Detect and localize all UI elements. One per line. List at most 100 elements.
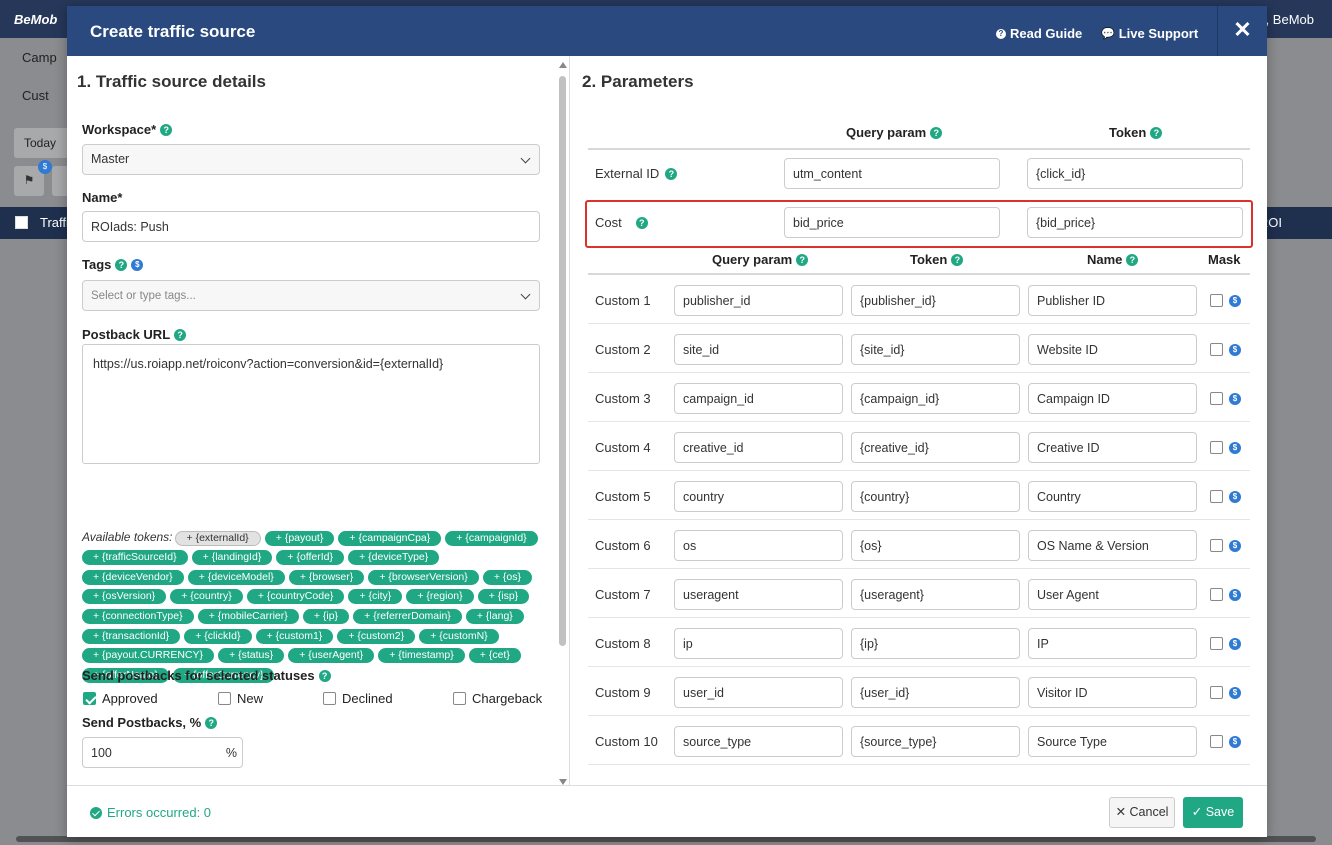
token-chip[interactable]: + {campaignId} (445, 530, 538, 546)
token-chip[interactable]: + {custom2} (337, 628, 416, 644)
user-greeting[interactable]: Hi, BeMob (1253, 12, 1314, 27)
custom-query-input[interactable]: country (674, 481, 843, 512)
token-chip[interactable]: + {osVersion} (82, 589, 167, 605)
status-declined-checkbox[interactable]: Declined (323, 691, 393, 706)
help-icon[interactable]: ? (1150, 126, 1163, 139)
custom-name-input[interactable]: Campaign ID (1028, 383, 1197, 414)
tags-select[interactable]: Select or type tags... (82, 280, 540, 311)
help-icon[interactable]: ? (160, 123, 173, 136)
token-chip[interactable]: + {landingId} (191, 550, 273, 566)
custom-name-input[interactable]: Website ID (1028, 334, 1197, 365)
custom-query-input[interactable]: creative_id (674, 432, 843, 463)
custom-name-input[interactable]: OS Name & Version (1028, 530, 1197, 561)
mask-checkbox[interactable] (1210, 294, 1223, 307)
external-id-query-input[interactable]: utm_content (784, 158, 1000, 189)
help-icon[interactable]: ? (1126, 253, 1139, 266)
token-chip[interactable]: + {deviceVendor} (82, 569, 184, 585)
scroll-down-icon[interactable] (559, 779, 567, 785)
custom-query-input[interactable]: os (674, 530, 843, 561)
token-chip[interactable]: + {offerId} (276, 550, 345, 566)
token-chip[interactable]: + {payout} (264, 530, 335, 546)
send-pct-input[interactable]: 100% (82, 737, 243, 768)
custom-name-input[interactable]: Country (1028, 481, 1197, 512)
dollar-icon[interactable]: $ (1229, 539, 1241, 552)
custom-token-input[interactable]: {source_type} (851, 726, 1020, 757)
token-chip[interactable]: + {countryCode} (246, 589, 345, 605)
dollar-icon[interactable]: $ (1229, 441, 1241, 454)
custom-name-input[interactable]: User Agent (1028, 579, 1197, 610)
token-chip[interactable]: + {cet} (468, 648, 521, 664)
mask-checkbox[interactable] (1210, 441, 1223, 454)
custom-query-input[interactable]: site_id (674, 334, 843, 365)
close-icon[interactable]: ✕ (1217, 6, 1267, 56)
custom-query-input[interactable]: ip (674, 628, 843, 659)
dollar-icon[interactable]: $ (1229, 637, 1241, 650)
horizontal-scrollbar[interactable] (16, 836, 1316, 842)
token-chip[interactable]: + {browser} (288, 569, 365, 585)
dollar-icon[interactable]: $ (1229, 686, 1241, 699)
custom-token-input[interactable]: {publisher_id} (851, 285, 1020, 316)
status-chargeback-checkbox[interactable]: Chargeback (453, 691, 542, 706)
token-chip[interactable]: + {status} (218, 648, 285, 664)
token-chip[interactable]: + {offerName} (82, 667, 169, 683)
name-input[interactable]: ROIads: Push (82, 211, 540, 242)
help-icon[interactable]: ? (174, 328, 187, 341)
token-chip[interactable]: + {mobileCarrier} (197, 608, 299, 624)
token-chip[interactable]: + {campaignCpa} (338, 530, 442, 546)
cost-token-input[interactable]: {bid_price} (1027, 207, 1243, 238)
postback-url-textarea[interactable]: https://us.roiapp.net/roiconv?action=con… (82, 344, 540, 464)
token-chip[interactable]: + {offerCurrency} (172, 667, 275, 683)
mask-checkbox[interactable] (1210, 490, 1223, 503)
custom-token-input[interactable]: {campaign_id} (851, 383, 1020, 414)
select-all-checkbox[interactable] (15, 216, 28, 229)
mask-checkbox[interactable] (1210, 686, 1223, 699)
custom-token-input[interactable]: {site_id} (851, 334, 1020, 365)
token-chip[interactable]: + {city} (348, 589, 403, 605)
help-icon[interactable]: ? (796, 253, 809, 266)
help-icon[interactable]: ? (318, 669, 331, 682)
custom-query-input[interactable]: source_type (674, 726, 843, 757)
help-icon[interactable]: ? (951, 253, 964, 266)
token-chip[interactable]: + {region} (406, 589, 474, 605)
token-chip[interactable]: + {trafficSourceId} (82, 550, 188, 566)
dollar-icon[interactable]: $ (1229, 392, 1241, 405)
mask-checkbox[interactable] (1210, 343, 1223, 356)
token-chip[interactable]: + {timestamp} (378, 648, 465, 664)
help-icon[interactable]: ? (205, 716, 218, 729)
dollar-icon[interactable]: $ (1229, 588, 1241, 601)
dollar-icon[interactable]: $ (1229, 735, 1241, 748)
dollar-icon[interactable]: $ (1229, 343, 1241, 356)
live-support-link[interactable]: 💬 Live Support (1101, 26, 1198, 41)
scroll-up-icon[interactable] (559, 62, 567, 68)
token-chip[interactable]: + {connectionType} (82, 608, 194, 624)
mask-checkbox[interactable] (1210, 588, 1223, 601)
custom-token-input[interactable]: {creative_id} (851, 432, 1020, 463)
token-chip[interactable]: + {deviceModel} (187, 569, 285, 585)
cancel-button[interactable]: ✕ Cancel (1109, 797, 1175, 828)
custom-token-input[interactable]: {ip} (851, 628, 1020, 659)
token-chip[interactable]: + {country} (170, 589, 243, 605)
token-chip[interactable]: + {ip} (302, 608, 350, 624)
token-chip[interactable]: + {custom1} (255, 628, 334, 644)
left-scrollbar[interactable] (556, 60, 568, 785)
help-icon[interactable]: ? (930, 126, 943, 139)
token-chip[interactable]: + {referrerDomain} (353, 608, 462, 624)
custom-token-input[interactable]: {os} (851, 530, 1020, 561)
token-chip[interactable]: + {deviceType} (348, 550, 440, 566)
scroll-thumb[interactable] (559, 76, 566, 646)
mask-checkbox[interactable] (1210, 735, 1223, 748)
workspace-select[interactable]: Master (82, 144, 540, 175)
token-chip[interactable]: + {transactionId} (82, 628, 181, 644)
mask-checkbox[interactable] (1210, 637, 1223, 650)
custom-query-input[interactable]: useragent (674, 579, 843, 610)
custom-token-input[interactable]: {user_id} (851, 677, 1020, 708)
menu-custom[interactable]: Cust (22, 88, 49, 103)
custom-query-input[interactable]: user_id (674, 677, 843, 708)
custom-name-input[interactable]: IP (1028, 628, 1197, 659)
token-chip[interactable]: + {externalId} (174, 530, 261, 546)
custom-name-input[interactable]: Visitor ID (1028, 677, 1197, 708)
custom-token-input[interactable]: {useragent} (851, 579, 1020, 610)
dollar-icon[interactable]: $ (131, 258, 144, 271)
token-chip[interactable]: + {clickId} (184, 628, 252, 644)
token-chip[interactable]: + {lang} (465, 608, 524, 624)
